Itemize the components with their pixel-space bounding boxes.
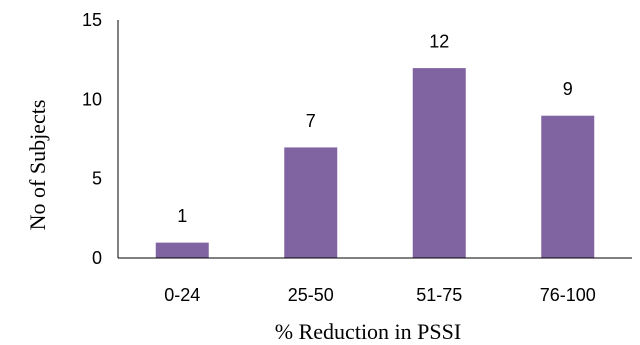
data-labels: 1 7 12 9 <box>177 32 573 227</box>
data-label: 7 <box>306 111 316 131</box>
x-tick-label: 25-50 <box>288 285 334 305</box>
x-tick-label: 0-24 <box>164 285 200 305</box>
bar-25-50 <box>283 146 339 259</box>
data-label: 9 <box>563 79 573 99</box>
x-axis-title: % Reduction in PSSI <box>275 319 461 344</box>
x-tick-label: 76-100 <box>540 285 596 305</box>
bar-76-100 <box>540 114 596 259</box>
y-tick-label: 5 <box>92 169 102 189</box>
y-tick-label: 15 <box>82 10 102 30</box>
x-tick-label: 51-75 <box>416 285 462 305</box>
y-tick-labels: 0 5 10 15 <box>82 10 102 268</box>
data-label: 12 <box>429 32 449 52</box>
y-axis-title: No of Subjects <box>25 100 50 231</box>
bar-51-75 <box>411 67 467 259</box>
y-tick-label: 10 <box>82 89 102 109</box>
bar-0-24 <box>154 241 210 259</box>
x-tick-labels: 0-24 25-50 51-75 76-100 <box>164 285 596 305</box>
y-tick-label: 0 <box>92 248 102 268</box>
bars-group <box>154 67 596 259</box>
data-label: 1 <box>177 206 187 226</box>
